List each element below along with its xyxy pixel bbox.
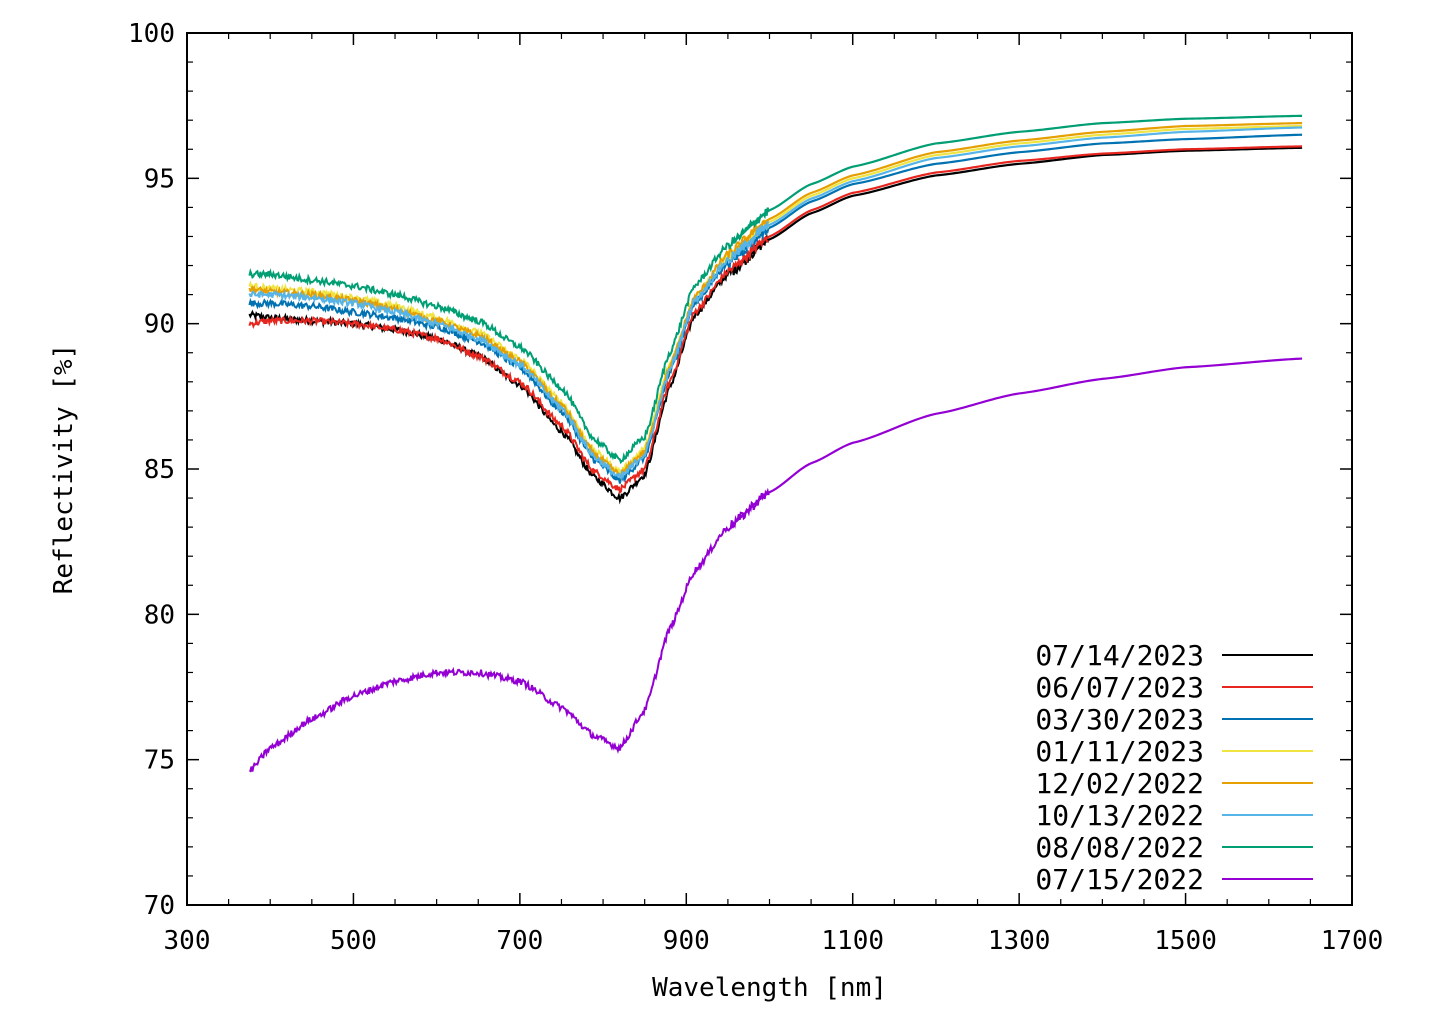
axis-layer: 300 500 700 900 1100 1300 1500 1700 70 75 80 85 90 95… <box>128 19 1383 956</box>
x-tick-label: 300 <box>164 926 211 956</box>
series-line-visible <box>248 207 770 465</box>
y-tick-label: 95 <box>144 164 175 194</box>
series-layer <box>248 114 1303 773</box>
y-tick-label: 100 <box>128 19 175 49</box>
legend-label: 08/08/2022 <box>1035 831 1204 864</box>
series-line-visible <box>248 219 770 478</box>
x-tick-label: 1500 <box>1154 926 1217 956</box>
series-line-infrared <box>735 133 1303 258</box>
legend-label: 03/30/2023 <box>1035 703 1204 736</box>
legend-label: 07/15/2022 <box>1035 863 1204 896</box>
series-line-infrared <box>735 114 1303 241</box>
legend-label: 06/07/2023 <box>1035 671 1204 704</box>
y-tick-label: 70 <box>144 891 175 921</box>
series-line-infrared <box>735 124 1303 252</box>
series-line-visible <box>248 220 770 481</box>
x-axis-title: Wavelength [nm] <box>652 973 887 1003</box>
x-tick-label: 900 <box>663 926 710 956</box>
y-tick-label: 75 <box>144 746 175 776</box>
legend-label: 12/02/2022 <box>1035 767 1204 800</box>
series-line-infrared <box>735 145 1303 267</box>
series-line-infrared <box>735 146 1303 270</box>
y-tick-label: 90 <box>144 310 175 340</box>
y-tick-label: 85 <box>144 455 175 485</box>
x-tick-label: 1100 <box>821 926 884 956</box>
y-tick-label: 80 <box>144 600 175 630</box>
series-line-visible <box>248 235 770 495</box>
series-line-visible <box>248 218 769 481</box>
series-line-infrared <box>735 126 1303 255</box>
series-line-infrared <box>735 122 1303 249</box>
series-line-visible <box>248 233 770 505</box>
x-tick-label: 700 <box>496 926 543 956</box>
x-tick-label: 1300 <box>988 926 1051 956</box>
x-tick-label: 1700 <box>1321 926 1384 956</box>
series-line-visible <box>248 487 770 773</box>
series-line-infrared <box>735 357 1303 523</box>
legend: 07/14/202306/07/202303/30/202301/11/2023… <box>1035 639 1313 896</box>
legend-label: 10/13/2022 <box>1035 799 1204 832</box>
legend-label: 01/11/2023 <box>1035 735 1204 768</box>
x-tick-label: 500 <box>330 926 377 956</box>
legend-label: 07/14/2023 <box>1035 639 1204 672</box>
y-axis-title: Reflectivity [%] <box>49 344 79 594</box>
